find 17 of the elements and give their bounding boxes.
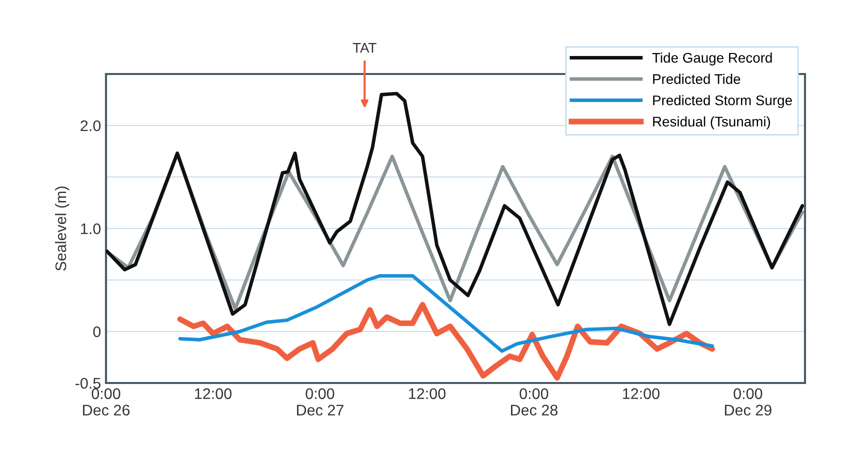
- y-axis-title: Sealevel (m): [55, 186, 70, 271]
- x-tick-label: 0:00 Dec 26: [83, 388, 130, 416]
- legend-label: Residual (Tsunami): [653, 116, 770, 130]
- y-tick-label: 0: [93, 326, 101, 338]
- x-tick-label: 12:00: [409, 388, 446, 400]
- text: TAT: [352, 43, 376, 53]
- x-tick-label: 0:00 Dec 27: [297, 388, 344, 416]
- x-tick-label: 12:00: [195, 388, 232, 400]
- legend-label: Tide Gauge Record: [652, 52, 772, 66]
- x-tick-label: 0:00 Dec 29: [724, 388, 772, 416]
- x-tick-label: 12:00: [623, 388, 660, 400]
- x-tick-label: 0:00 Dec 28: [511, 388, 558, 416]
- y-tick-label: 1.0: [81, 223, 101, 234]
- y-tick-label: -0.5: [75, 378, 100, 389]
- legend-label: Predicted Storm Surge: [653, 95, 792, 108]
- y-tick-label: 2.0: [80, 120, 101, 132]
- legend-label: Predicted Tide: [653, 74, 740, 84]
